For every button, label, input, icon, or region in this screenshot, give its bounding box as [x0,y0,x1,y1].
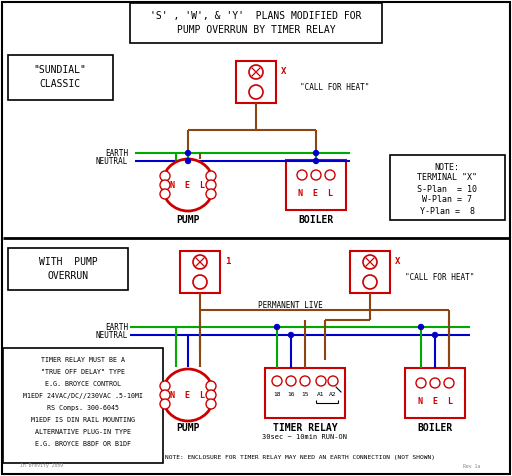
Text: TIMER RELAY: TIMER RELAY [273,423,337,433]
Bar [180,251,220,293]
Text: W-Plan = 7: W-Plan = 7 [422,196,472,205]
Text: PUMP: PUMP [176,423,200,433]
Text: X: X [395,258,401,267]
Circle shape [313,159,318,163]
Bar [390,155,505,220]
Text: TIMER RELAY MUST BE A: TIMER RELAY MUST BE A [41,357,125,363]
Circle shape [249,85,263,99]
Bar [130,3,382,43]
Circle shape [433,333,437,337]
Circle shape [272,376,282,386]
Text: OVERRUN: OVERRUN [48,271,89,281]
Text: 30sec ~ 10min RUN-ON: 30sec ~ 10min RUN-ON [263,434,348,440]
Circle shape [328,376,338,386]
Circle shape [160,189,170,199]
Circle shape [274,325,280,329]
Circle shape [185,150,190,156]
Circle shape [206,390,216,400]
Bar [8,55,113,100]
Text: PERMANENT LIVE: PERMANENT LIVE [258,300,323,309]
Circle shape [316,376,326,386]
Text: RS Comps. 300-6045: RS Comps. 300-6045 [47,405,119,411]
Text: Y-Plan =  8: Y-Plan = 8 [419,207,475,216]
Circle shape [160,180,170,190]
Circle shape [300,376,310,386]
Circle shape [160,399,170,409]
Text: 15: 15 [301,393,309,397]
Text: EARTH: EARTH [105,323,128,331]
Text: PUMP OVERRUN BY TIMER RELAY: PUMP OVERRUN BY TIMER RELAY [177,25,335,35]
Circle shape [325,170,335,180]
Text: TERMINAL "X": TERMINAL "X" [417,173,477,182]
Text: E.G. BROYCE B8DF OR B1DF: E.G. BROYCE B8DF OR B1DF [35,441,131,447]
Bar [236,61,276,103]
Bar [286,160,346,210]
Text: "TRUE OFF DELAY" TYPE: "TRUE OFF DELAY" TYPE [41,369,125,375]
Circle shape [430,378,440,388]
Text: S-Plan  = 10: S-Plan = 10 [417,185,477,194]
Text: N  E  L: N E L [298,188,333,198]
Text: Rev 1a: Rev 1a [463,464,480,468]
Text: N  E  L: N E L [417,397,453,406]
Text: BOILER: BOILER [417,423,453,433]
Circle shape [206,381,216,391]
Text: In Brevity 2009: In Brevity 2009 [20,464,63,468]
Text: "SUNDIAL": "SUNDIAL" [34,65,87,75]
Text: PUMP: PUMP [176,215,200,225]
Text: NEUTRAL: NEUTRAL [96,330,128,339]
Text: M1EDF IS DIN RAIL MOUNTING: M1EDF IS DIN RAIL MOUNTING [31,417,135,423]
Text: X: X [281,68,287,77]
Text: A2: A2 [329,393,337,397]
Text: N  E  L: N E L [170,390,205,399]
Circle shape [162,369,214,421]
Circle shape [288,333,293,337]
Text: 18: 18 [273,393,281,397]
Circle shape [249,65,263,79]
Bar [265,368,345,418]
Text: M1EDF 24VAC/DC//230VAC .5-10MI: M1EDF 24VAC/DC//230VAC .5-10MI [23,393,143,399]
Bar [8,248,128,290]
Text: NOTE: ENCLOSURE FOR TIMER RELAY MAY NEED AN EARTH CONNECTION (NOT SHOWN): NOTE: ENCLOSURE FOR TIMER RELAY MAY NEED… [165,456,435,460]
Circle shape [206,180,216,190]
Circle shape [206,189,216,199]
Circle shape [193,255,207,269]
Bar [350,251,390,293]
Text: WITH  PUMP: WITH PUMP [38,257,97,267]
Circle shape [363,255,377,269]
Text: NOTE:: NOTE: [435,162,459,171]
Circle shape [206,399,216,409]
Text: E.G. BROYCE CONTROL: E.G. BROYCE CONTROL [45,381,121,387]
Circle shape [363,275,377,289]
Circle shape [162,159,214,211]
Circle shape [313,150,318,156]
Bar [405,368,465,418]
Text: 16: 16 [287,393,295,397]
Circle shape [416,378,426,388]
Text: A1: A1 [317,393,325,397]
Circle shape [160,171,170,181]
Text: N  E  L: N E L [170,180,205,189]
Circle shape [418,325,423,329]
Text: "CALL FOR HEAT": "CALL FOR HEAT" [405,274,475,282]
Bar [3,348,163,463]
Text: CLASSIC: CLASSIC [39,79,80,89]
Text: EARTH: EARTH [105,149,128,158]
Circle shape [444,378,454,388]
Circle shape [160,381,170,391]
Text: 'S' , 'W', & 'Y'  PLANS MODIFIED FOR: 'S' , 'W', & 'Y' PLANS MODIFIED FOR [150,11,362,21]
Circle shape [286,376,296,386]
Text: ALTERNATIVE PLUG-IN TYPE: ALTERNATIVE PLUG-IN TYPE [35,429,131,435]
Circle shape [311,170,321,180]
Circle shape [185,159,190,163]
Circle shape [193,275,207,289]
Text: "CALL FOR HEAT": "CALL FOR HEAT" [300,83,369,92]
Text: BOILER: BOILER [298,215,334,225]
Text: NEUTRAL: NEUTRAL [96,157,128,166]
Circle shape [206,171,216,181]
Circle shape [297,170,307,180]
Text: 1: 1 [225,258,231,267]
Circle shape [160,390,170,400]
